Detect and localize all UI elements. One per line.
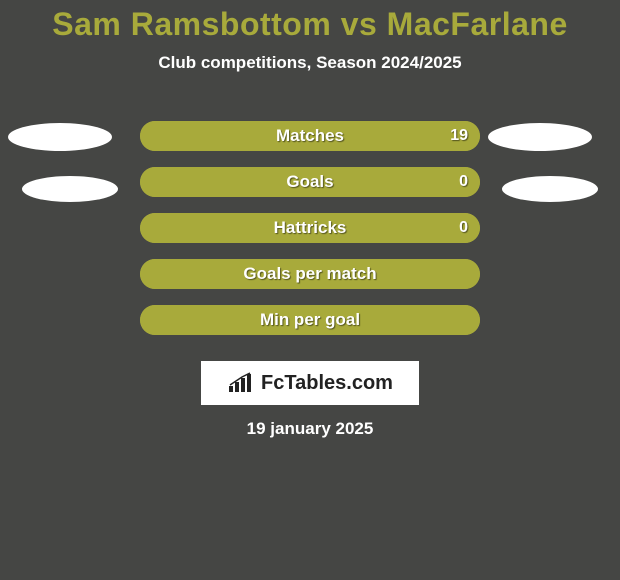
fctables-logo: FcTables.com: [201, 361, 419, 405]
page-title: Sam Ramsbottom vs MacFarlane: [0, 0, 620, 43]
bar-track: Hattricks0: [140, 213, 480, 243]
bar-fill: [140, 213, 480, 243]
bars-chart-icon: [227, 372, 255, 394]
bar-value: 0: [459, 219, 468, 237]
bars-area: Matches19 Goals0 Hattricks0 Goals per match…: [0, 113, 620, 343]
bar-track: Min per goal: [140, 305, 480, 335]
bar-value: 19: [450, 127, 468, 145]
bar-value: 0: [459, 173, 468, 191]
bar-fill: [140, 121, 480, 151]
page-subtitle: Club competitions, Season 2024/2025: [0, 53, 620, 73]
bar-fill: [140, 259, 480, 289]
bar-track: Goals per match: [140, 259, 480, 289]
bar-row-matches: Matches19: [0, 113, 620, 159]
bar-row-min-per-goal: Min per goal: [0, 297, 620, 343]
bar-track: Matches19: [140, 121, 480, 151]
bar-row-hattricks: Hattricks0: [0, 205, 620, 251]
stage: Sam Ramsbottom vs MacFarlane Club compet…: [0, 0, 620, 580]
bar-fill: [140, 305, 480, 335]
bar-row-goals-per-match: Goals per match: [0, 251, 620, 297]
logo-text: FcTables.com: [261, 372, 393, 395]
date-line: 19 january 2025: [0, 419, 620, 439]
bar-row-goals: Goals0: [0, 159, 620, 205]
bar-track: Goals0: [140, 167, 480, 197]
bar-fill: [140, 167, 480, 197]
